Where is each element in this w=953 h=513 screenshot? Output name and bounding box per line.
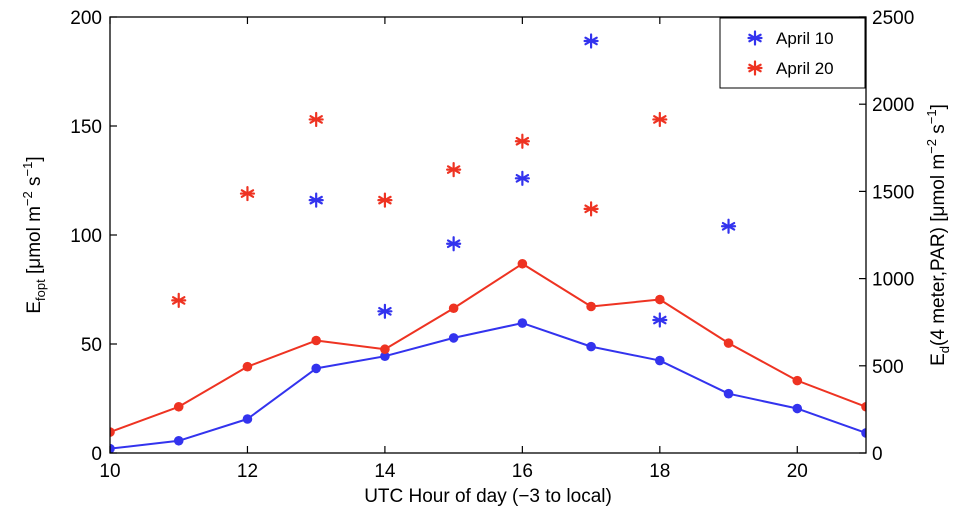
y-right-tick-label: 500 (872, 357, 904, 378)
data-point-april-10-11 (861, 428, 866, 438)
y-right-tick-label: 0 (872, 444, 883, 465)
data-point-april-10-10 (792, 403, 803, 414)
data-point-april-20-asterisk-4 (446, 162, 462, 178)
y-right-tick-label: 1000 (872, 270, 914, 291)
y-left-tick-label: 150 (70, 117, 102, 138)
x-tick-label: 14 (374, 461, 396, 482)
data-point-april-20-asterisk-0 (171, 292, 187, 308)
data-point-april-20-asterisk-2 (308, 111, 324, 128)
y-left-tick-label: 100 (70, 226, 102, 247)
data-point-april-20-2 (242, 361, 253, 372)
legend-marker-april-10 (747, 30, 763, 46)
x-tick-label: 10 (99, 461, 120, 482)
x-axis-title: UTC Hour of day (−3 to local) (364, 486, 612, 507)
data-point-april-10-asterisk-0 (308, 192, 324, 208)
data-point-april-10-1 (173, 435, 184, 446)
data-point-april-10-6 (517, 318, 528, 328)
data-point-april-10-asterisk-5 (652, 312, 668, 328)
x-tick-label: 20 (787, 461, 808, 482)
x-tick-label: 12 (237, 461, 258, 482)
y-right-axis-title: Ed(4 meter,PAR) [μmol m−2 s−1] (924, 104, 952, 366)
y-left-tick-label: 0 (91, 444, 102, 465)
data-point-april-10-2 (242, 414, 253, 424)
data-point-april-20-5 (448, 303, 459, 314)
data-point-april-20-asterisk-5 (514, 133, 530, 149)
data-point-april-20-11 (861, 401, 866, 412)
legend-box (719, 17, 866, 89)
data-point-april-20-1 (173, 401, 184, 412)
data-point-april-20-10 (792, 375, 803, 386)
data-point-april-10-asterisk-2 (446, 236, 462, 252)
y-right-tick-label: 2000 (872, 95, 914, 116)
data-point-april-20-3 (311, 335, 321, 346)
axis-labels: 10 12 14 16 18 200501001502000500100015002000… (20, 8, 952, 507)
data-point-april-10-8 (655, 355, 665, 366)
data-point-april-10-asterisk-4 (583, 33, 599, 49)
data-point-april-20-7 (586, 301, 596, 312)
data-point-april-10-asterisk-1 (377, 303, 393, 319)
data-point-april-20-asterisk-3 (377, 192, 393, 208)
legend-marker-april-20 (747, 60, 763, 76)
data-point-april-20-asterisk-7 (652, 111, 668, 128)
y-right-tick-label: 2500 (872, 8, 914, 29)
legend: April 10 April 20 (719, 17, 866, 89)
data-point-april-20-0 (110, 427, 115, 437)
data-point-april-20-asterisk-6 (583, 201, 599, 217)
data-point-april-10-asterisk-3 (514, 170, 530, 186)
data-point-april-20-8 (655, 294, 665, 305)
x-tick-label: 16 (512, 461, 533, 482)
data-point-april-20-4 (380, 344, 390, 355)
y-left-tick-label: 50 (81, 335, 102, 356)
x-tick-label: 18 (649, 461, 670, 482)
data-point-april-10-7 (586, 341, 596, 352)
axes (109, 16, 867, 454)
data-point-april-10-0 (110, 443, 115, 453)
series-line-april-10 (110, 322, 866, 450)
data-point-april-10-asterisk-6 (720, 218, 737, 234)
y-right-tick-label: 1500 (872, 182, 914, 203)
legend-label: April 20 (776, 59, 834, 78)
series-line-april-20 (110, 262, 866, 434)
y-left-tick-label: 200 (70, 8, 102, 29)
data-point-april-20-asterisk-1 (239, 185, 256, 202)
data-point-april-10-4 (380, 351, 390, 362)
plot-area (110, 33, 866, 453)
data-point-april-20-9 (723, 338, 734, 348)
data-point-april-10-3 (311, 363, 321, 374)
data-point-april-10-9 (723, 388, 734, 399)
data-point-april-20-6 (517, 258, 528, 269)
legend-label: April 10 (776, 29, 834, 48)
data-point-april-10-5 (448, 333, 459, 343)
y-left-axis-title: Efopt [μmol m−2 s−1] (20, 156, 48, 313)
